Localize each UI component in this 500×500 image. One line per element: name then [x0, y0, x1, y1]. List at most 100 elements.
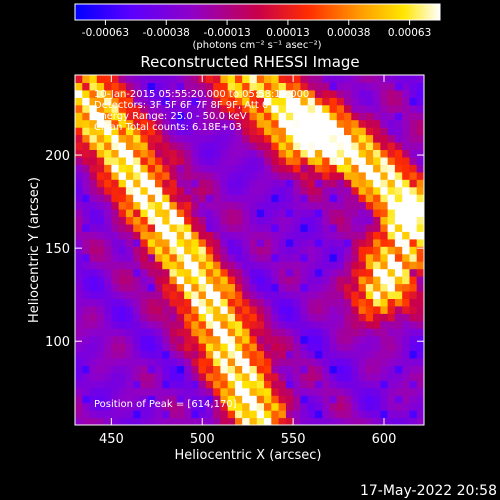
heatmap-cell: [402, 298, 411, 307]
heatmap-cell: [336, 142, 345, 150]
heatmap-cell: [198, 134, 207, 143]
heatmap-cell: [82, 350, 91, 359]
heatmap-cell: [256, 350, 265, 359]
heatmap-cell: [256, 156, 265, 165]
heatmap-cell: [111, 350, 120, 359]
heatmap-cell: [96, 75, 105, 83]
heatmap-cell: [133, 350, 142, 359]
heatmap-cell: [271, 276, 280, 285]
heatmap-cell: [147, 253, 156, 262]
heatmap-cell: [155, 410, 163, 419]
heatmap-cell: [249, 89, 258, 98]
heatmap-cell: [373, 261, 381, 270]
heatmap-cell: [227, 417, 236, 425]
heatmap-cell: [322, 313, 331, 322]
heatmap-cell: [140, 82, 149, 91]
heatmap-cell: [191, 112, 200, 121]
heatmap-cell: [140, 320, 149, 329]
heatmap-cell: [293, 194, 301, 203]
heatmap-cell: [285, 97, 294, 106]
heatmap-cell: [380, 268, 389, 277]
heatmap-cell: [82, 89, 91, 98]
heatmap-cell: [271, 209, 280, 217]
heatmap-cell: [344, 216, 352, 225]
heatmap-cell: [336, 112, 345, 121]
heatmap-cell: [314, 358, 323, 366]
heatmap-cell: [300, 358, 309, 366]
heatmap-cell: [351, 268, 360, 277]
heatmap-cell: [205, 283, 214, 292]
heatmap-cell: [242, 387, 251, 396]
heatmap-cell: [125, 119, 134, 128]
heatmap-cell: [300, 89, 309, 98]
heatmap-cell: [242, 75, 251, 83]
heatmap-cell: [249, 372, 258, 381]
heatmap-cell: [242, 201, 251, 210]
heatmap-cell: [409, 387, 418, 396]
heatmap-cell: [125, 380, 134, 389]
heatmap-cell: [256, 223, 265, 232]
heatmap-cell: [344, 305, 352, 314]
heatmap-cell: [75, 410, 83, 419]
heatmap-cell: [133, 156, 142, 165]
heatmap-cell: [351, 97, 360, 106]
heatmap-cell: [285, 328, 294, 337]
heatmap-cell: [409, 246, 418, 255]
heatmap-cell: [358, 223, 367, 232]
heatmap-cell: [75, 231, 83, 240]
heatmap-cell: [191, 298, 200, 307]
heatmap-cell: [96, 380, 105, 389]
heatmap-cell: [147, 164, 156, 173]
heatmap-cell: [402, 75, 411, 83]
heatmap-cell: [235, 380, 243, 389]
heatmap-cell: [75, 194, 83, 203]
heatmap-cell: [235, 276, 243, 285]
heatmap-cell: [358, 283, 367, 292]
heatmap-cell: [104, 291, 112, 299]
heatmap-cell: [155, 142, 163, 150]
heatmap-cell: [147, 149, 156, 158]
heatmap-cell: [82, 402, 91, 411]
heatmap-cell: [344, 402, 352, 411]
heatmap-cell: [227, 186, 236, 195]
heatmap-cell: [184, 261, 192, 270]
heatmap-cell: [336, 194, 345, 203]
heatmap-cell: [104, 305, 112, 314]
heatmap-cell: [358, 216, 367, 225]
heatmap-cell: [307, 171, 316, 180]
heatmap-cell: [198, 335, 207, 344]
heatmap-cell: [147, 89, 156, 98]
heatmap-cell: [351, 365, 360, 374]
heatmap-cell: [162, 387, 171, 396]
heatmap-cell: [344, 395, 352, 404]
heatmap-cell: [409, 410, 418, 419]
heatmap-cell: [264, 82, 272, 91]
heatmap-cell: [235, 335, 243, 344]
heatmap-cell: [394, 328, 403, 337]
heatmap-cell: [387, 216, 396, 225]
heatmap-cell: [89, 171, 98, 180]
heatmap-cell: [169, 335, 178, 344]
heatmap-cell: [249, 387, 258, 396]
heatmap-cell: [169, 179, 178, 188]
heatmap-cell: [227, 112, 236, 121]
heatmap-cell: [227, 298, 236, 307]
heatmap-cell: [198, 395, 207, 404]
heatmap-cell: [264, 216, 272, 225]
heatmap-cell: [249, 335, 258, 344]
heatmap-cell: [82, 164, 91, 173]
heatmap-cell: [256, 283, 265, 292]
heatmap-cell: [220, 246, 229, 255]
heatmap-cell: [358, 97, 367, 106]
heatmap-cell: [191, 343, 200, 352]
heatmap-cell: [96, 171, 105, 180]
heatmap-cell: [147, 335, 156, 344]
heatmap-cell: [300, 112, 309, 121]
heatmap-cell: [96, 350, 105, 359]
heatmap-cell: [96, 89, 105, 98]
heatmap-cell: [285, 402, 294, 411]
heatmap-cell: [133, 231, 142, 240]
heatmap-cell: [227, 89, 236, 98]
heatmap-cell: [329, 395, 338, 404]
heatmap-cell: [329, 276, 338, 285]
